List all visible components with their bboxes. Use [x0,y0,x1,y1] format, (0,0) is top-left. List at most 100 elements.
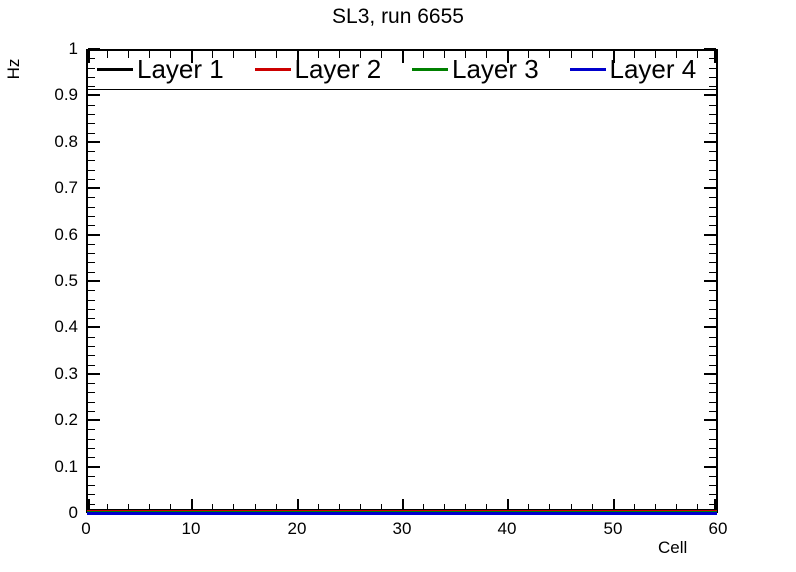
x-minor-tick [465,504,466,511]
y-minor-tick-right [709,300,716,301]
x-major-tick-top [714,51,716,63]
legend-label: Layer 1 [137,54,224,84]
y-minor-tick [88,429,95,430]
x-minor-tick [149,504,150,511]
x-minor-tick [255,504,256,511]
legend-entry-layer-1[interactable]: Layer 1 [87,49,245,89]
y-minor-tick [88,197,95,198]
x-major-tick [297,499,299,511]
y-minor-tick [88,207,95,208]
x-minor-tick-top [655,51,656,58]
x-major-tick-top [88,51,90,63]
y-minor-tick-right [709,114,716,115]
y-minor-tick [88,365,95,366]
y-minor-tick-right [709,77,716,78]
y-minor-tick [88,272,95,273]
x-minor-tick [233,504,234,511]
y-minor-tick [88,337,95,338]
y-tick-label: 0.7 [54,178,78,197]
y-minor-tick [88,86,95,87]
y-minor-tick [88,476,95,477]
y-minor-tick [88,58,95,59]
legend-entry-layer-2[interactable]: Layer 2 [245,49,403,89]
y-minor-tick [88,77,95,78]
x-tick-label: 0 [81,519,91,538]
y-major-tick-right [704,48,716,50]
y-tick-label: 0.1 [54,457,78,476]
x-minor-tick-top [233,51,234,58]
y-minor-tick-right [709,225,716,226]
y-minor-tick-right [709,160,716,161]
y-tick-label: 0 [68,503,78,522]
y-minor-tick-right [709,68,716,69]
y-minor-tick-right [709,411,716,412]
y-minor-tick [88,494,95,495]
x-minor-tick [318,504,319,511]
y-tick-label: 0.5 [54,271,78,290]
y-minor-tick-right [709,105,716,106]
y-minor-tick [88,114,95,115]
x-minor-tick [655,504,656,511]
x-minor-tick [444,504,445,511]
y-minor-tick [88,105,95,106]
x-major-tick [88,499,90,511]
x-minor-tick [276,504,277,511]
y-minor-tick-right [709,151,716,152]
y-minor-tick [88,309,95,310]
y-minor-tick-right [709,272,716,273]
x-minor-tick [528,504,529,511]
legend-line-swatch [569,67,606,71]
legend-entry-layer-4[interactable]: Layer 4 [560,49,718,89]
y-minor-tick-right [709,309,716,310]
x-minor-tick [676,504,677,511]
y-minor-tick [88,68,95,69]
y-minor-tick-right [709,429,716,430]
y-minor-tick [88,355,95,356]
y-minor-tick [88,411,95,412]
x-minor-tick [549,504,550,511]
y-major-tick-right [704,419,716,421]
legend-entry-layer-3[interactable]: Layer 3 [402,49,560,89]
x-minor-tick [592,504,593,511]
chart-title: SL3, run 6655 [332,5,464,28]
x-major-tick [714,499,716,511]
y-tick-label: 0.8 [54,132,78,151]
y-minor-tick-right [709,197,716,198]
x-minor-tick-top [212,51,213,58]
y-minor-tick-right [709,262,716,263]
x-minor-tick [634,504,635,511]
x-minor-tick-top [549,51,550,58]
legend-label: Layer 4 [609,54,697,84]
x-minor-tick-top [444,51,445,58]
y-major-tick [88,419,100,421]
x-minor-tick-top [360,51,361,58]
y-major-tick [88,373,100,375]
y-tick-label: 1 [68,39,78,58]
y-minor-tick-right [709,179,716,180]
y-major-tick [88,48,100,50]
x-minor-tick-top [486,51,487,58]
y-minor-tick-right [709,58,716,59]
x-minor-tick-top [528,51,529,58]
x-minor-tick-top [149,51,150,58]
y-minor-tick [88,170,95,171]
x-major-tick-top [507,51,509,63]
y-major-tick [88,141,100,143]
x-minor-tick-top [276,51,277,58]
legend: Layer 1 Layer 2 Layer 3 Layer 4 [86,49,718,90]
x-minor-tick-top [676,51,677,58]
x-major-tick-top [297,51,299,63]
y-minor-tick [88,485,95,486]
x-axis-title: Cell [658,538,688,557]
y-major-tick [88,466,100,468]
y-minor-tick [88,290,95,291]
x-minor-tick-top [128,51,129,58]
x-minor-tick [212,504,213,511]
y-minor-tick-right [709,504,716,505]
y-tick-label: 0.4 [54,317,78,336]
y-minor-tick [88,225,95,226]
y-minor-tick-right [709,476,716,477]
x-major-tick [191,499,193,511]
legend-line-swatch [254,67,291,71]
